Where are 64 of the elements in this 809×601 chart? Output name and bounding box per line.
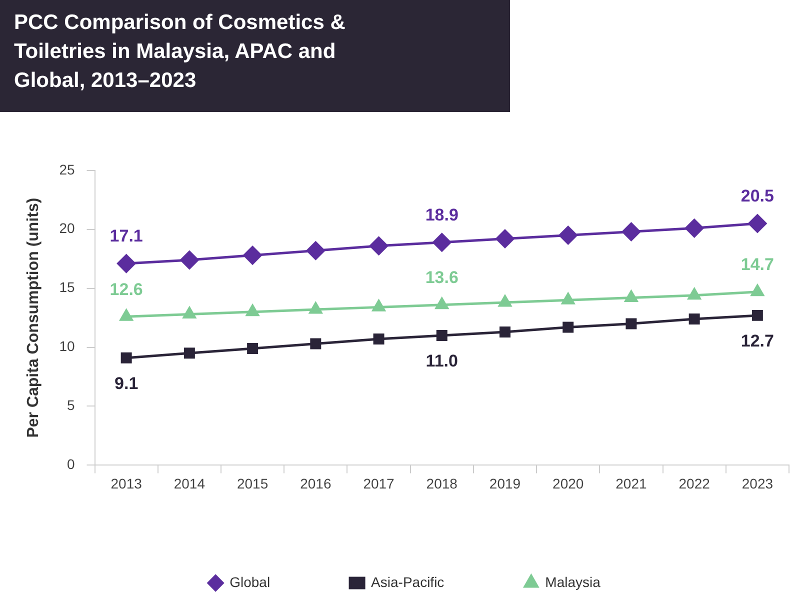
point [370, 236, 388, 256]
point [246, 304, 259, 316]
point [436, 330, 448, 341]
point [626, 318, 637, 330]
data-label: 12.7 [740, 332, 774, 351]
legend-label: Global [230, 574, 270, 590]
data-label: 14.7 [740, 255, 774, 274]
point [688, 313, 700, 324]
point [182, 307, 196, 319]
point [243, 246, 262, 265]
point [688, 288, 701, 300]
point [180, 250, 199, 270]
legend-label: Malaysia [545, 574, 601, 590]
point [624, 290, 638, 302]
point [558, 226, 578, 245]
data-label: 12.6 [110, 280, 143, 299]
legend-label: Asia-Pacific [371, 574, 444, 590]
point [752, 310, 763, 321]
x-tick-label: 2015 [236, 475, 268, 492]
point [685, 218, 704, 238]
data-label: 17.1 [110, 226, 143, 246]
x-tick-label: 2019 [489, 475, 521, 492]
y-tick-label: 25 [59, 161, 75, 178]
y-tick-label: 10 [59, 338, 75, 354]
point [562, 292, 575, 304]
point [247, 342, 258, 354]
point [117, 254, 136, 273]
point [435, 298, 448, 310]
point [562, 322, 574, 333]
point [120, 309, 133, 321]
data-label: 13.6 [425, 268, 458, 288]
x-tick-label: 2023 [742, 475, 774, 492]
data-label: 9.1 [114, 374, 138, 394]
point [498, 295, 512, 307]
x-tick-label: 2022 [678, 475, 710, 492]
point [500, 326, 510, 338]
point [310, 338, 322, 350]
point [373, 334, 384, 345]
x-tick-label: 2021 [616, 475, 647, 492]
x-tick-label: 2016 [300, 475, 332, 492]
x-tick-label: 2013 [110, 475, 142, 492]
chart-title: PCC Comparison of Cosmetics & Toiletries in Malaysia, APAC and Global, 2013–2023 [14, 10, 346, 94]
data-label: 18.9 [425, 206, 458, 225]
y-tick-label: 5 [66, 397, 75, 414]
point [306, 241, 325, 260]
point [120, 352, 132, 364]
y-tick-label: 20 [59, 220, 75, 236]
data-label: 20.5 [740, 186, 774, 206]
x-tick-label: 2018 [426, 475, 458, 492]
point [751, 284, 764, 296]
point [432, 233, 452, 252]
point [748, 214, 767, 233]
x-tick-label: 2020 [552, 475, 584, 492]
y-tick-label: 15 [59, 279, 75, 296]
x-tick-label: 2014 [174, 475, 206, 492]
data-label: 11.0 [426, 352, 458, 371]
y-tick-label: 0 [66, 456, 75, 472]
point [309, 302, 322, 314]
point [622, 222, 640, 241]
point [184, 348, 195, 359]
point [496, 230, 514, 248]
x-tick-label: 2017 [363, 475, 395, 492]
point [372, 300, 386, 312]
y-axis-title: Per Capita Consumption (units) [25, 198, 42, 438]
